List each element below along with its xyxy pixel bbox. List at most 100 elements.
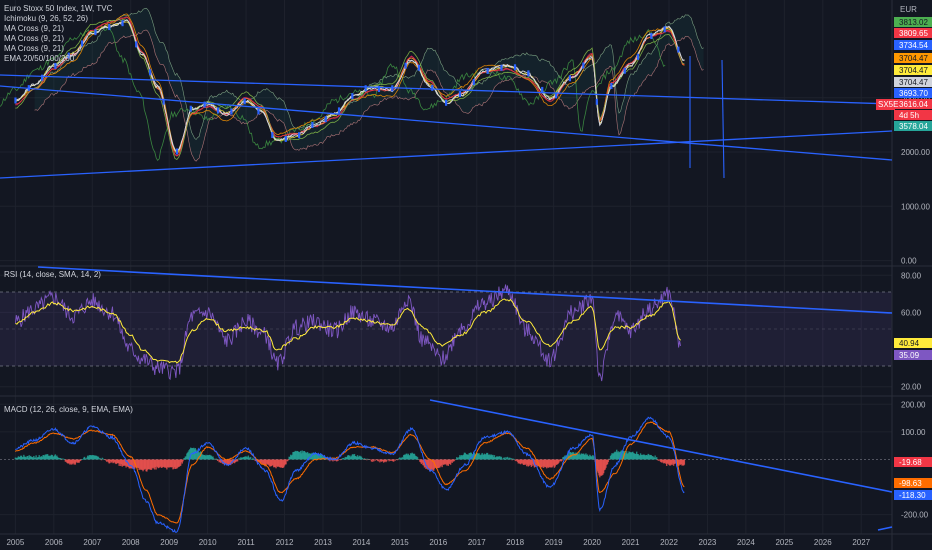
price-candle: [417, 64, 420, 71]
macd-histogram-bar: [39, 457, 41, 460]
macd-histogram-bar: [587, 455, 589, 460]
macd-histogram-bar: [247, 455, 250, 460]
trendlines[interactable]: [0, 56, 893, 531]
macd-histogram-bar: [670, 459, 673, 465]
macd-histogram-bar: [57, 457, 60, 460]
price-tag-bg: [894, 110, 932, 120]
macd-histogram-bar: [353, 455, 355, 460]
macd-histogram-bar: [363, 458, 366, 460]
macd-histogram-bar: [371, 459, 373, 462]
macd-histogram-bar: [524, 459, 526, 465]
price-candle: [108, 24, 111, 31]
macd-histogram-bar: [16, 457, 18, 460]
macd-histogram-bar: [626, 451, 628, 460]
rsi-legend[interactable]: RSI (14, close, SMA, 14, 2): [4, 270, 101, 280]
macd-histogram-bar: [37, 457, 40, 460]
macd-histogram-bar: [548, 459, 550, 468]
macd-histogram-bar: [113, 459, 116, 462]
price-tag: 3809.65: [899, 29, 928, 38]
chart-title[interactable]: Euro Stoxx 50 Index, 1W, TVC: [4, 4, 113, 13]
macd-histogram-bar: [97, 456, 100, 460]
price-axis[interactable]: EUR 3000.00 2000.00 1000.00 0.00 80.00 60.00 2…: [900, 5, 930, 520]
macd-histogram-bar: [465, 454, 467, 460]
macd-histogram-bar: [290, 455, 293, 460]
trendline-upper[interactable]: [0, 74, 893, 105]
macd-histogram-bar: [509, 457, 511, 460]
macd-histogram-bar: [70, 459, 73, 465]
rsi-label[interactable]: RSI (14, close, SMA, 14, 2): [4, 270, 101, 279]
price-candle: [162, 98, 165, 105]
indicator-ma-cross-2[interactable]: MA Cross (9, 21): [4, 34, 65, 43]
macd-histogram-bar: [304, 452, 306, 460]
macd-trendline-stub[interactable]: [877, 526, 893, 531]
vertical-line-2[interactable]: [721, 59, 725, 179]
macd-histogram-bar: [549, 459, 552, 468]
macd-histogram-bar: [264, 459, 266, 467]
time-axis[interactable]: 2005 2006 2007 2008 2009 2010 2011 2012 2013 2014…: [6, 538, 870, 547]
macd-histogram-bar: [196, 451, 198, 460]
macd-histogram-bar: [40, 456, 42, 460]
macd-histogram-bar: [314, 452, 316, 460]
macd-histogram-bar: [103, 459, 105, 460]
macd-trendline[interactable]: [429, 399, 893, 493]
macd-histogram-bar: [665, 459, 668, 466]
trendline-upper-2[interactable]: [0, 85, 893, 161]
indicator-ma-cross-1[interactable]: MA Cross (9, 21): [4, 24, 65, 33]
macd-histogram-bar: [153, 459, 156, 470]
macd-histogram-bar: [364, 459, 366, 460]
macd-histogram-bar: [36, 457, 39, 460]
macd-histogram-bar: [108, 459, 110, 464]
macd-histogram-bar: [605, 459, 607, 468]
macd-histogram-bar: [267, 459, 270, 465]
macd-histogram-bar: [573, 453, 576, 460]
indicator-ichimoku[interactable]: Ichimoku (9, 26, 52, 26): [4, 14, 89, 23]
macd-histogram-bar: [179, 459, 181, 467]
macd-label[interactable]: MACD (12, 26, close, 9, EMA, EMA): [4, 405, 133, 414]
rsi-tag-bg: [894, 350, 932, 360]
macd-histogram-bar: [517, 459, 519, 464]
macd-histogram-bar: [502, 458, 504, 460]
macd-histogram-bar: [315, 453, 317, 460]
macd-histogram-bar: [538, 459, 540, 467]
macd-histogram-bar: [633, 453, 636, 460]
macd-histogram-bar: [457, 458, 460, 460]
macd-histogram-bar: [163, 459, 166, 468]
macd-histogram-bar: [289, 454, 292, 460]
macd-histogram-bar: [144, 459, 147, 469]
macd-histogram-bar: [175, 459, 177, 469]
macd-histogram-bar: [479, 455, 482, 460]
macd-histogram-bar: [602, 459, 604, 475]
macd-histogram-bar: [552, 459, 555, 466]
price-candle: [257, 108, 260, 115]
macd-histogram-bar: [513, 458, 516, 460]
macd-histogram-bar: [140, 459, 143, 470]
macd-histogram-bar: [644, 455, 646, 460]
time-tick-label: 2021: [622, 538, 640, 547]
signal-line: [15, 421, 685, 524]
macd-histogram-bar: [95, 455, 97, 460]
macd-histogram-bar: [486, 452, 488, 460]
macd-histogram-bar: [386, 459, 388, 462]
macd-histogram-bar: [629, 452, 632, 460]
rsi-trendline[interactable]: [37, 266, 893, 314]
macd-histogram-bar: [284, 459, 286, 465]
indicator-ma-cross-3[interactable]: MA Cross (9, 21): [4, 44, 65, 53]
macd-legend[interactable]: MACD (12, 26, close, 9, EMA, EMA): [4, 405, 133, 415]
macd-histogram-bar: [398, 458, 400, 460]
indicator-ema[interactable]: EMA 20/50/100/200: [4, 54, 75, 63]
macd-histogram-bar: [68, 459, 70, 464]
macd-histogram-bar: [515, 459, 517, 462]
macd-histogram-bar: [137, 459, 140, 468]
macd-histogram-bar: [41, 457, 43, 460]
macd-histogram-bar: [341, 458, 343, 460]
macd-histogram-bar: [407, 453, 410, 460]
macd-histogram-bar: [48, 455, 50, 460]
macd-histogram-bar: [454, 459, 456, 460]
macd-histogram-bar: [323, 457, 325, 460]
macd-histogram-bar: [550, 459, 553, 468]
macd-histogram-bar: [628, 451, 630, 460]
macd-histogram-bar: [109, 459, 111, 464]
trendline-lower[interactable]: [0, 130, 893, 179]
macd-histogram-bar: [541, 459, 543, 468]
